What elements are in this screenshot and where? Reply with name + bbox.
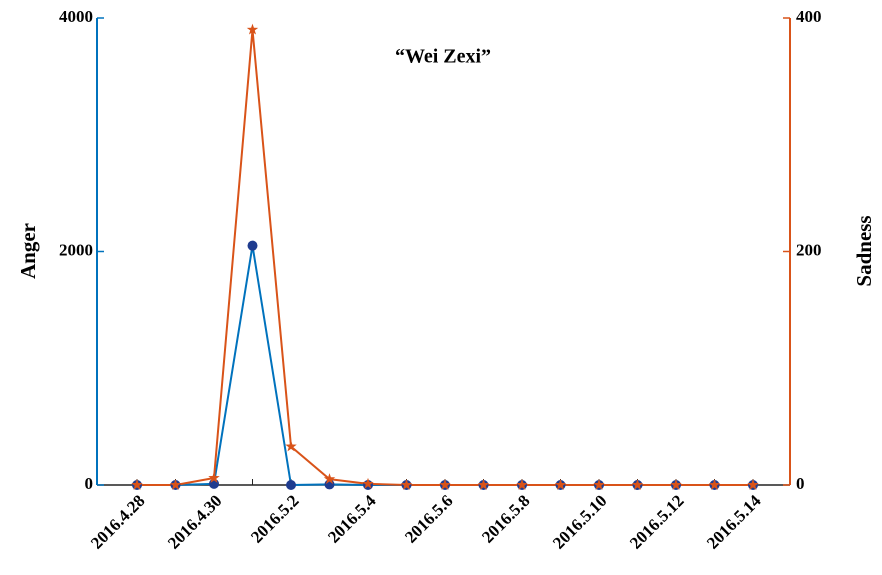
series-line (137, 245, 753, 487)
y2-tick-label: 400 (796, 7, 822, 26)
marker (747, 479, 759, 490)
marker (477, 479, 490, 490)
marker (670, 479, 682, 490)
marker (708, 479, 721, 490)
x-tick-label: 2016.4.30 (164, 491, 226, 553)
x-tick-label: 2016.5.2 (247, 491, 303, 547)
x-tick-label: 2016.5.14 (703, 491, 765, 553)
y2-axis-label: Sadness (852, 215, 876, 286)
marker (554, 479, 567, 490)
y-tick-label: 4000 (59, 7, 93, 26)
y-tick-label: 0 (85, 474, 94, 493)
x-tick-label: 2016.5.10 (549, 491, 611, 553)
marker (131, 479, 143, 490)
x-tick-label: 2016.5.8 (478, 491, 534, 547)
marker (631, 479, 644, 490)
marker (593, 479, 605, 490)
marker (169, 479, 182, 490)
y-axis-label: Anger (16, 223, 40, 279)
marker (247, 240, 258, 251)
marker (439, 479, 451, 490)
marker (323, 473, 336, 485)
x-tick-label: 2016.5.6 (401, 491, 457, 547)
x-tick-label: 2016.5.12 (626, 491, 688, 553)
marker (208, 472, 220, 483)
marker (362, 477, 374, 489)
series-line (137, 29, 753, 486)
x-tick-label: 2016.5.4 (324, 491, 380, 547)
marker (286, 480, 296, 490)
marker (246, 23, 259, 35)
y2-tick-label: 0 (796, 474, 805, 493)
marker (285, 440, 297, 452)
y2-tick-label: 200 (796, 240, 822, 259)
marker (400, 479, 413, 490)
y-tick-label: 2000 (59, 240, 93, 259)
marker (516, 479, 528, 490)
x-tick-label: 2016.4.28 (87, 491, 149, 553)
chart-title: “Wei Zexi” (395, 46, 491, 68)
